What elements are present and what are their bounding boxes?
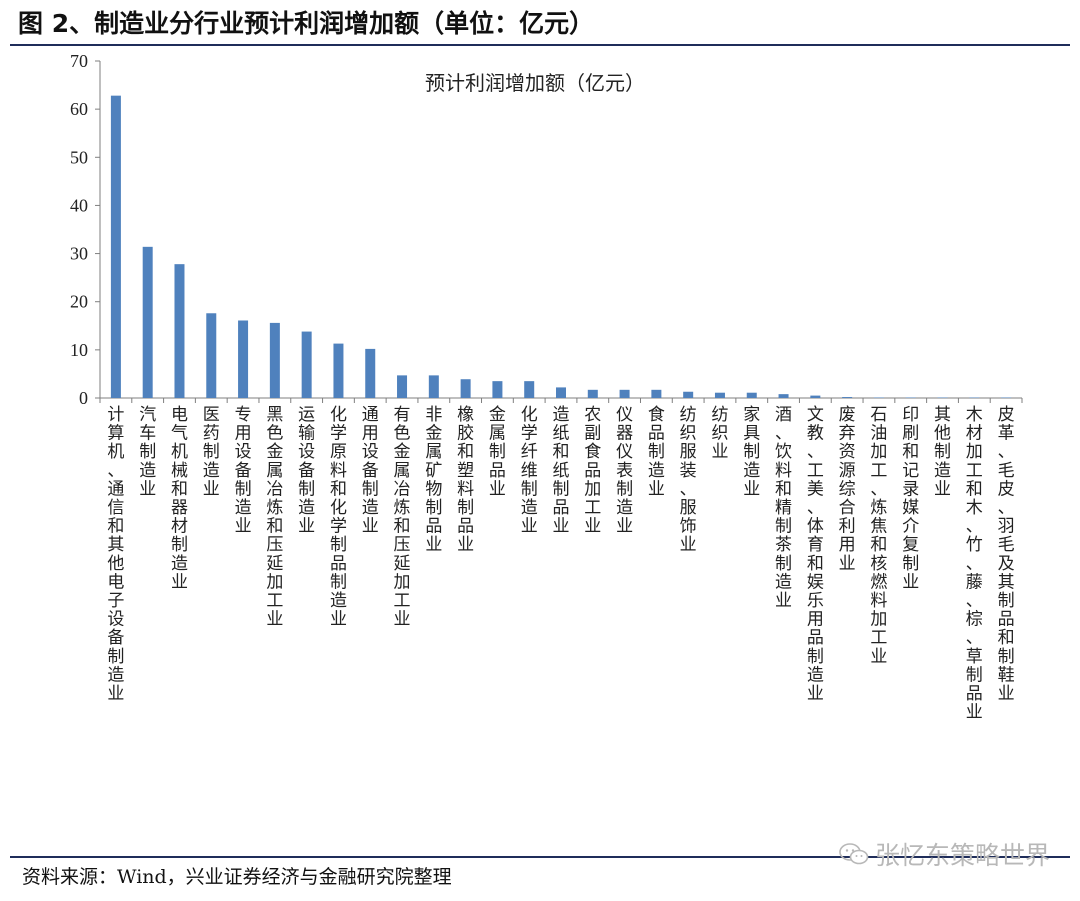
y-tick-label: 50 <box>70 147 88 167</box>
x-category-label: 金属制品业 <box>489 405 506 499</box>
x-category-label: 纺织业 <box>711 405 728 462</box>
bar <box>238 320 249 398</box>
bar <box>397 375 408 398</box>
x-category-label: 文教、工美、体育和娱乐用品制造业 <box>807 405 824 704</box>
x-category-label: 化学纤维制造业 <box>521 405 538 537</box>
bar <box>269 322 280 398</box>
x-category-label: 计算机、通信和其他电子设备制造业 <box>107 405 124 704</box>
bar <box>619 389 630 398</box>
x-category-label: 汽车制造业 <box>139 405 156 499</box>
x-category-label: 造纸和纸制品业 <box>553 405 570 537</box>
y-tick-label: 40 <box>70 195 88 215</box>
x-category-label: 化学原料和化学制品制造业 <box>330 405 347 630</box>
top-rule <box>10 44 1070 46</box>
x-category-label: 木材加工和木、竹、藤、棕、草制品业 <box>966 405 983 723</box>
bar <box>460 379 471 398</box>
x-category-label: 黑色金属冶炼和压延加工业 <box>266 405 283 630</box>
bar <box>969 397 980 399</box>
figure-title: 图 2、制造业分行业预计利润增加额（单位：亿元） <box>18 9 595 38</box>
bar <box>301 331 312 398</box>
x-category-label: 农副食品加工业 <box>584 405 601 537</box>
x-category-label: 仪器仪表制造业 <box>616 405 633 537</box>
bar-chart: 预计利润增加额（亿元） 0 10 20 30 40 50 60 70 计算机、通信和其他电子设… <box>70 51 1023 723</box>
bar <box>683 391 694 398</box>
x-category-label: 有色金属冶炼和压延加工业 <box>394 405 411 630</box>
bar <box>714 392 725 398</box>
bar <box>206 313 217 398</box>
x-category-label: 电气机械和器材制造业 <box>171 405 188 592</box>
wechat-icon <box>839 843 869 865</box>
source-note: 资料来源：Wind，兴业证券经济与金融研究院整理 <box>22 866 452 888</box>
x-category-label: 其他制造业 <box>934 405 951 499</box>
bar <box>492 381 503 398</box>
chart-title: 预计利润增加额（亿元） <box>425 71 645 95</box>
y-tick-label: 60 <box>70 99 88 119</box>
watermark-text: 张忆东策略世界 <box>874 841 1050 870</box>
bar <box>905 397 916 399</box>
x-category-label: 专用设备制造业 <box>235 405 252 537</box>
bar <box>174 264 185 398</box>
y-tick-label: 20 <box>70 292 88 312</box>
bar <box>142 246 153 398</box>
bar <box>1001 397 1012 399</box>
bars <box>110 95 1012 399</box>
bar <box>778 394 789 398</box>
bar <box>110 95 121 399</box>
bottom-rule <box>10 856 1070 858</box>
watermark: 张忆东策略世界 <box>839 836 1050 872</box>
bar <box>842 397 853 398</box>
x-category-label: 纺织服装、服饰业 <box>680 405 697 555</box>
bar <box>873 397 884 399</box>
x-category-label: 废弃资源综合利用业 <box>839 405 856 574</box>
bar <box>746 392 757 398</box>
x-category-label: 皮革、毛皮、羽毛及其制品和制鞋业 <box>998 405 1015 704</box>
y-tick-label: 10 <box>70 340 88 360</box>
x-category-label: 运输设备制造业 <box>298 405 315 537</box>
x-category-label: 家具制造业 <box>743 405 760 499</box>
y-tick-label: 30 <box>70 244 88 264</box>
x-category-label: 医药制造业 <box>203 405 220 499</box>
bar <box>428 375 439 398</box>
bar <box>365 348 376 398</box>
y-axis: 0 10 20 30 40 50 60 70 <box>70 51 1023 408</box>
bar <box>651 389 662 398</box>
x-category-label: 通用设备制造业 <box>362 405 379 537</box>
bar <box>810 395 821 398</box>
bar <box>937 397 948 399</box>
bar <box>587 389 598 398</box>
y-tick-label: 0 <box>79 388 88 408</box>
x-category-label: 食品制造业 <box>648 405 665 499</box>
x-category-label: 酒、饮料和精制茶制造业 <box>775 405 792 611</box>
x-category-label: 印刷和记录媒介复制业 <box>902 405 919 592</box>
x-labels: 计算机、通信和其他电子设备制造业汽车制造业电气机械和器材制造业医药制造业专用设备… <box>107 405 1014 723</box>
bar <box>524 381 535 398</box>
x-category-label: 橡胶和塑料制品业 <box>457 405 474 555</box>
x-category-label: 非金属矿物制品业 <box>425 405 442 555</box>
x-category-label: 石油加工、炼焦和核燃料加工业 <box>870 405 887 667</box>
y-tick-label: 70 <box>70 51 88 71</box>
bar <box>556 387 566 398</box>
bar <box>333 343 344 398</box>
